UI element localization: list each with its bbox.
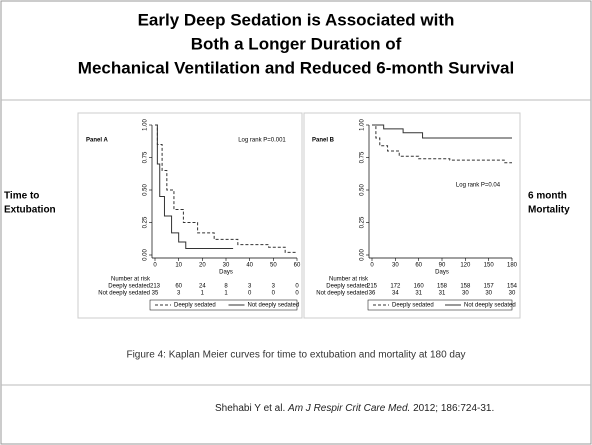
citation-authors: Shehabi Y et al. [215,403,285,414]
annotation: Log rank P=0.04 [456,183,501,189]
y-tick-label: 0.50 [360,184,366,196]
x-tick-label: 50 [270,263,277,269]
title-line: Mechanical Ventilation and Reduced 6-mon… [78,58,514,77]
risk-value: 160 [414,284,425,290]
y-tick-label: 0.75 [143,151,149,163]
risk-value: 60 [175,284,182,290]
side-label: 6 month [528,191,567,202]
risk-row-name: Deeply sedated [326,284,368,290]
citation-journal: Am J Respir Crit Care Med. [287,403,410,414]
risk-value: 24 [199,284,206,290]
y-tick-label: 0.00 [143,249,149,261]
citation: Shehabi Y et al. Am J Respir Crit Care M… [215,403,494,414]
risk-row-name: Not deeply sedated [316,291,368,297]
x-tick-label: 60 [415,263,422,269]
risk-value: 30 [485,291,492,297]
risk-value: 213 [150,284,161,290]
side-label: Extubation [4,205,56,216]
x-axis-label: Days [435,270,449,276]
x-tick-label: 30 [223,263,230,269]
risk-value: 3 [272,284,276,290]
panel-frame [303,112,521,319]
x-tick-label: 20 [199,263,206,269]
risk-value: 31 [439,291,446,297]
panel-label: Panel A [86,138,108,144]
risk-value: 1 [201,291,205,297]
x-tick-label: 60 [294,263,301,269]
citation-details: 2012; 186:724-31. [413,403,494,414]
risk-value: 0 [248,291,252,297]
risk-value: 34 [392,291,399,297]
risk-value: 30 [462,291,469,297]
risk-value: 31 [415,291,422,297]
risk-value: 30 [509,291,516,297]
risk-value: 0 [295,291,299,297]
y-tick-label: 0.75 [360,151,366,163]
title-line: Both a Longer Duration of [191,34,402,53]
risk-value: 3 [248,284,252,290]
side-label: Time to [4,191,39,202]
x-tick-label: 120 [460,263,471,269]
x-tick-label: 0 [370,263,374,269]
panel-frame [77,112,303,319]
risk-value: 8 [224,284,228,290]
x-tick-label: 150 [484,263,495,269]
risk-value: 0 [272,291,276,297]
risk-value: 1 [224,291,228,297]
risk-value: 215 [367,284,378,290]
survival-curve [155,124,234,249]
risk-row-name: Deeply sedated [108,284,150,290]
panel-label: Panel B [312,138,335,144]
legend-label: Deeply sedated [174,303,216,309]
x-tick-label: 30 [392,263,399,269]
x-axis-label: Days [219,270,233,276]
risk-row-name: Not deeply sedated [98,291,150,297]
risk-title: Number at risk [111,277,151,283]
legend-box [149,299,298,311]
legend-box [367,299,513,311]
x-tick-label: 90 [439,263,446,269]
y-tick-label: 0.25 [360,216,366,228]
caption: Figure 4: Kaplan Meier curves for time t… [126,350,465,361]
survival-curve [155,124,297,253]
legend-label: Not deeply sedated [464,303,516,309]
x-tick-label: 180 [507,263,518,269]
risk-value: 3 [177,291,181,297]
side-label: Mortality [528,205,570,216]
y-tick-label: 1.00 [143,119,149,131]
y-tick-label: 0.25 [143,216,149,228]
risk-value: 158 [437,284,448,290]
risk-value: 36 [369,291,376,297]
survival-curve [372,124,512,164]
legend-label: Not deeply sedated [248,303,300,309]
annotation: Log rank P=0.001 [238,138,286,144]
survival-curve [372,124,512,139]
y-tick-label: 1.00 [360,119,366,131]
legend-label: Deeply sedated [392,303,434,309]
x-tick-label: 40 [246,263,253,269]
risk-value: 0 [295,284,299,290]
risk-value: 158 [460,284,471,290]
y-tick-label: 0.00 [360,249,366,261]
x-tick-label: 0 [153,263,157,269]
x-tick-label: 10 [175,263,182,269]
risk-title: Number at risk [329,277,369,283]
risk-value: 154 [507,284,518,290]
y-tick-label: 0.50 [143,184,149,196]
risk-value: 35 [152,291,159,297]
risk-value: 157 [484,284,495,290]
title-line: Early Deep Sedation is Associated with [138,10,455,29]
risk-value: 172 [390,284,401,290]
